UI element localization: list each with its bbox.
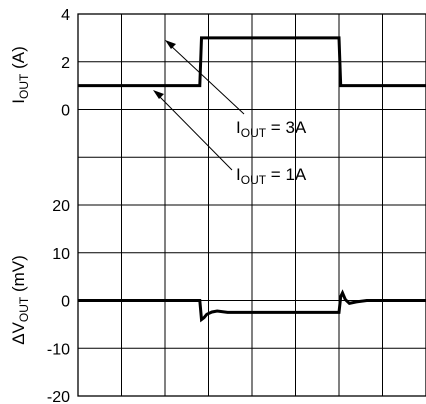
y-tick-label: 0 [61,294,70,311]
traces [78,36,426,323]
annotation-arrowhead-1a [153,90,164,99]
y-tick-label: 0 [61,103,70,120]
bottom-y-axis-label: ΔVOUT (mV) [9,255,31,345]
y-tick-label: 10 [52,246,70,263]
y-tick-label: -20 [47,389,70,404]
plot-frame [77,13,426,397]
y-tick-label: 4 [61,7,70,24]
annotation-arrow-3a [169,44,245,115]
annotation-arrow-1a [157,94,233,171]
top-y-axis-label: IOUT (A) [9,46,31,103]
output-voltage-deviation-trace [78,289,426,323]
annotation-arrowhead-3a [165,40,176,49]
y-tick-label: 2 [61,55,70,72]
y-tick-label: -10 [47,341,70,358]
annotation-label-3a: IOUT = 3A [236,118,307,140]
grid [77,13,426,397]
y-tick-label: 20 [52,198,70,215]
output-current-trace [78,36,426,88]
annotation-label-1a: IOUT = 1A [236,165,307,187]
